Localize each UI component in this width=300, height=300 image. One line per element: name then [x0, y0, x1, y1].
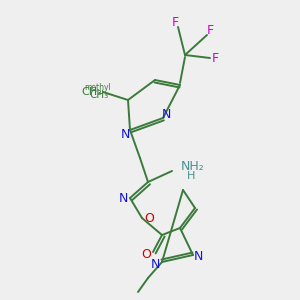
Text: O: O [141, 248, 151, 260]
Text: F: F [212, 52, 219, 64]
Text: O: O [144, 212, 154, 226]
Text: methyl: methyl [85, 83, 111, 92]
Text: F: F [206, 23, 214, 37]
Text: N: N [161, 109, 171, 122]
Text: CH₃: CH₃ [81, 87, 102, 97]
Text: N: N [150, 259, 160, 272]
Text: N: N [120, 128, 130, 142]
Text: N: N [118, 193, 128, 206]
Text: H: H [187, 171, 195, 181]
Text: F: F [171, 16, 178, 28]
Text: NH₂: NH₂ [181, 160, 205, 172]
Text: CH₃: CH₃ [89, 90, 109, 100]
Text: N: N [193, 250, 203, 262]
